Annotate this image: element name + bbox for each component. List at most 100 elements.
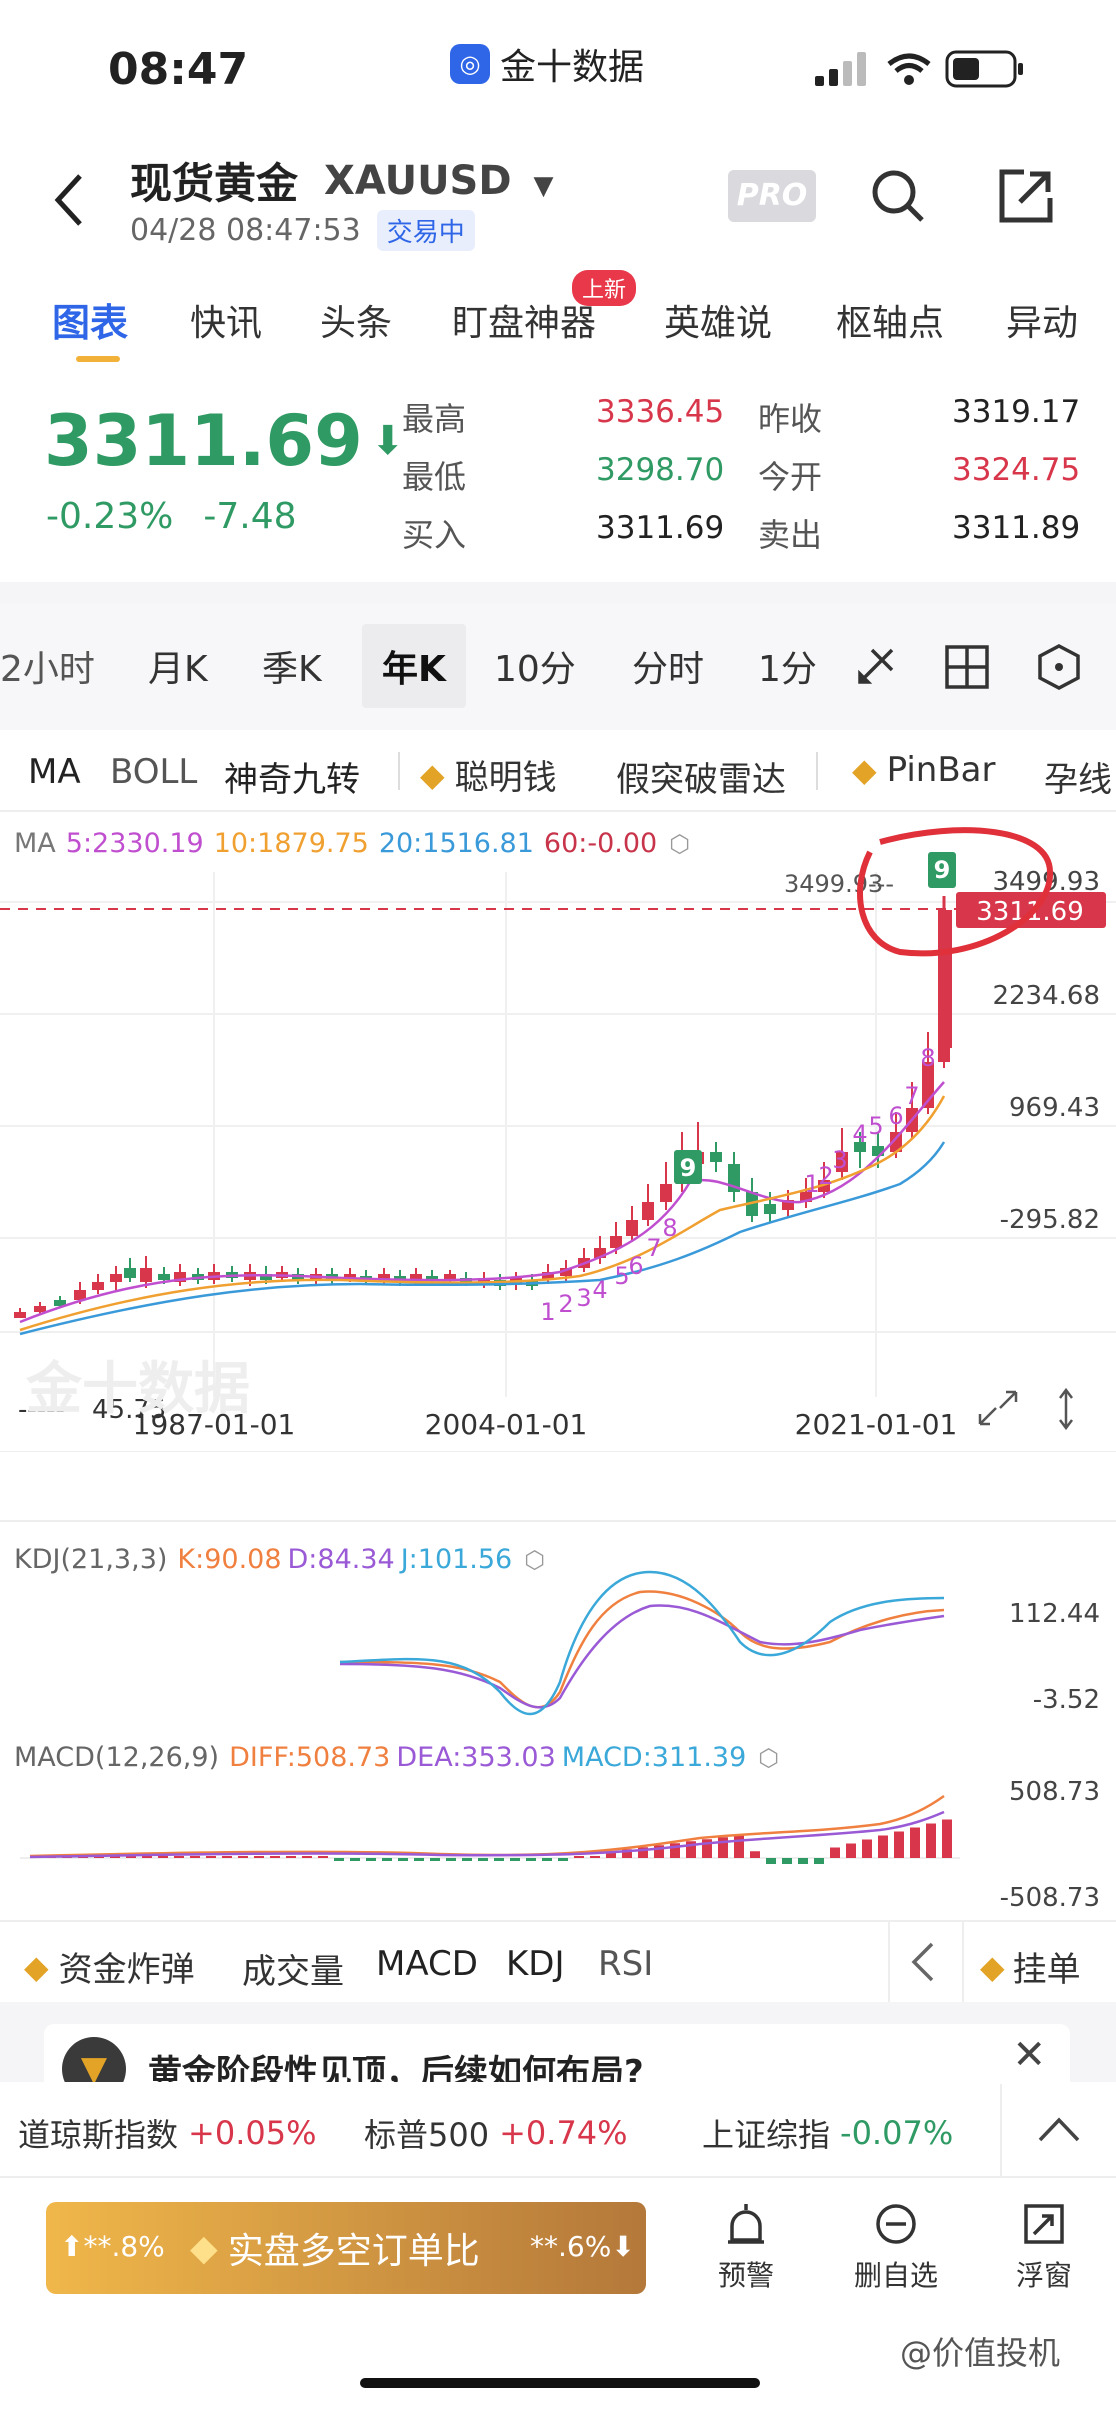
chevron-up-icon[interactable] <box>1036 2114 1082 2144</box>
macd-histogram-bar <box>462 1858 472 1861</box>
sequence-label: 4 <box>592 1276 607 1304</box>
period-tab-5[interactable]: 分时 <box>632 649 705 690</box>
candle-body <box>594 1248 606 1258</box>
candle-body <box>344 1274 356 1278</box>
macd-histogram-bar <box>350 1858 360 1861</box>
remove-watchlist-button[interactable]: 删自选 <box>846 2202 946 2294</box>
tool-pending-orders[interactable]: 挂单 <box>1012 1950 1081 1990</box>
min-price-label: 45.75 <box>92 1395 166 1425</box>
ma10-value: 10:1879.75 <box>213 828 369 859</box>
macd-histogram-bar <box>382 1858 392 1861</box>
status-icons <box>815 50 1025 88</box>
long-ratio: ⬆**.8% <box>60 2230 165 2263</box>
tool-fund-bomb[interactable]: 资金炸弹 <box>58 1950 195 1990</box>
candle-body <box>444 1274 456 1280</box>
ma-settings-icon[interactable]: ⬡ <box>669 829 691 858</box>
index-dow[interactable]: 道琼斯指数 +0.05% <box>18 2110 316 2156</box>
search-icon[interactable] <box>870 168 926 224</box>
index-sp500[interactable]: 标普500 +0.74% <box>364 2110 628 2156</box>
period-tab-4[interactable]: 10分 <box>494 649 576 690</box>
kdj-settings-icon[interactable]: ⬡ <box>524 1545 546 1574</box>
macd-histogram-bar <box>190 1856 200 1858</box>
macd-histogram-bar <box>494 1858 504 1861</box>
tool-volume[interactable]: 成交量 <box>242 1952 344 1992</box>
period-tab-3[interactable]: 年K <box>362 624 466 708</box>
float-window-button[interactable]: 浮窗 <box>1004 2202 1084 2294</box>
tab-headlines[interactable]: 头条 <box>320 303 393 344</box>
main-chart[interactable]: MA 5:2330.19 10:1879.75 20:1516.81 60:-0… <box>0 812 1116 1452</box>
chevron-left-icon[interactable] <box>908 1940 938 1984</box>
candle-body <box>626 1220 638 1236</box>
min-price-dashes: ----- <box>18 1395 65 1425</box>
macd-histogram-bar <box>558 1858 568 1861</box>
ma20-value: 20:1516.81 <box>378 828 534 859</box>
sequence-label: 4 <box>852 1120 867 1148</box>
price-axis-label: 2234.68 <box>992 981 1100 1011</box>
alert-button[interactable]: 预警 <box>706 2202 786 2294</box>
sequence-label: 1 <box>540 1298 555 1326</box>
macd-panel: MACD(12,26,9) DIFF:508.73 DEA:353.03 MAC… <box>0 1720 1116 1920</box>
arrow-down-icon: ⬇ <box>370 418 405 464</box>
settings-icon[interactable] <box>1036 644 1082 690</box>
tool-rsi[interactable]: RSI <box>598 1944 654 1984</box>
fullscreen-icon <box>978 1390 1018 1426</box>
index-shanghai[interactable]: 上证综指 -0.07% <box>702 2110 953 2156</box>
macd-histogram-bar <box>766 1858 776 1864</box>
remove-watchlist-label: 删自选 <box>853 2259 938 2292</box>
max-price-label: 3499.93 <box>784 870 883 898</box>
macd-settings-icon[interactable]: ⬡ <box>758 1743 780 1772</box>
period-tab-6[interactable]: 1分 <box>758 649 817 690</box>
macd-histogram-bar <box>206 1856 216 1858</box>
period-tab-0[interactable]: 2小时 <box>0 649 95 690</box>
diamond-icon: ◆ <box>190 2227 218 2269</box>
indicator-pinbar[interactable]: PinBar <box>886 750 996 790</box>
macd-histogram-bar <box>446 1858 456 1861</box>
candle-body <box>764 1204 776 1214</box>
tab-heroes[interactable]: 英雄说 <box>664 303 773 344</box>
tab-chart[interactable]: 图表 <box>52 301 129 345</box>
symbol-selector[interactable]: XAUUSD ▼ <box>324 158 553 204</box>
indicator-boll[interactable]: BOLL <box>110 752 198 792</box>
sequence-label: 5 <box>868 1112 883 1140</box>
macd-histogram-bar <box>430 1858 440 1861</box>
tab-flash-news[interactable]: 快讯 <box>190 303 263 344</box>
indicator-inside-bar[interactable]: 孕线 <box>1044 760 1112 800</box>
candle-body <box>710 1152 722 1162</box>
page-title: 现货黄金 <box>130 159 299 208</box>
stat-label: 今开 <box>758 458 823 496</box>
tab-bar: 图表 快讯 头条 盯盘神器 上新 英雄说 枢轴点 异动 <box>0 270 1116 362</box>
tab-pivot[interactable]: 枢轴点 <box>836 303 945 344</box>
period-tab-2[interactable]: 季K <box>262 649 322 690</box>
indicator-nine[interactable]: 神奇九转 <box>224 760 360 800</box>
candle-body <box>378 1274 390 1280</box>
back-icon[interactable] <box>50 170 90 230</box>
status-badge: 交易中 <box>376 210 475 251</box>
indicator-smart-money[interactable]: 聪明钱 <box>454 758 557 798</box>
tab-monitor[interactable]: 盯盘神器 <box>452 303 597 344</box>
share-icon[interactable] <box>998 168 1054 224</box>
macd-dea-line <box>29 1810 945 1859</box>
tool-kdj[interactable]: KDJ <box>506 1944 565 1984</box>
action-bar: ⬆**.8% ◆ 实盘多空订单比 **.6%⬇ 预警 删自选 浮窗 @价值投机 <box>0 2178 1116 2415</box>
macd-histogram-bar <box>702 1839 712 1858</box>
sequence-label: 6 <box>888 1102 903 1130</box>
news-banner[interactable]: ▼ 黄金阶段性见顶，后续如何布局? ✕ <box>44 2024 1070 2082</box>
close-icon[interactable]: ✕ <box>1012 2032 1046 2078</box>
long-short-ratio-button[interactable]: ⬆**.8% ◆ 实盘多空订单比 **.6%⬇ <box>46 2202 646 2294</box>
layout-grid-icon[interactable] <box>944 644 990 690</box>
tab-anomaly[interactable]: 异动 <box>1006 303 1079 344</box>
indicator-ma[interactable]: MA <box>28 752 81 792</box>
ma10-line <box>19 1095 946 1332</box>
indicator-false-breakout[interactable]: 假突破雷达 <box>616 760 786 800</box>
period-tab-1[interactable]: 月K <box>148 649 208 690</box>
stat-label: 昨收 <box>758 400 823 438</box>
draw-tool-icon[interactable] <box>852 642 900 690</box>
short-ratio-value: **.6% <box>530 2230 612 2263</box>
pro-button[interactable]: PRO <box>728 170 816 222</box>
macd-histogram-bar <box>222 1856 232 1858</box>
stat-label: 买入 <box>402 516 467 554</box>
kdj-title: KDJ(21,3,3) <box>14 1544 168 1575</box>
tool-macd[interactable]: MACD <box>376 1944 478 1984</box>
candle-body <box>800 1192 812 1202</box>
macd-histogram-bar <box>878 1835 888 1858</box>
